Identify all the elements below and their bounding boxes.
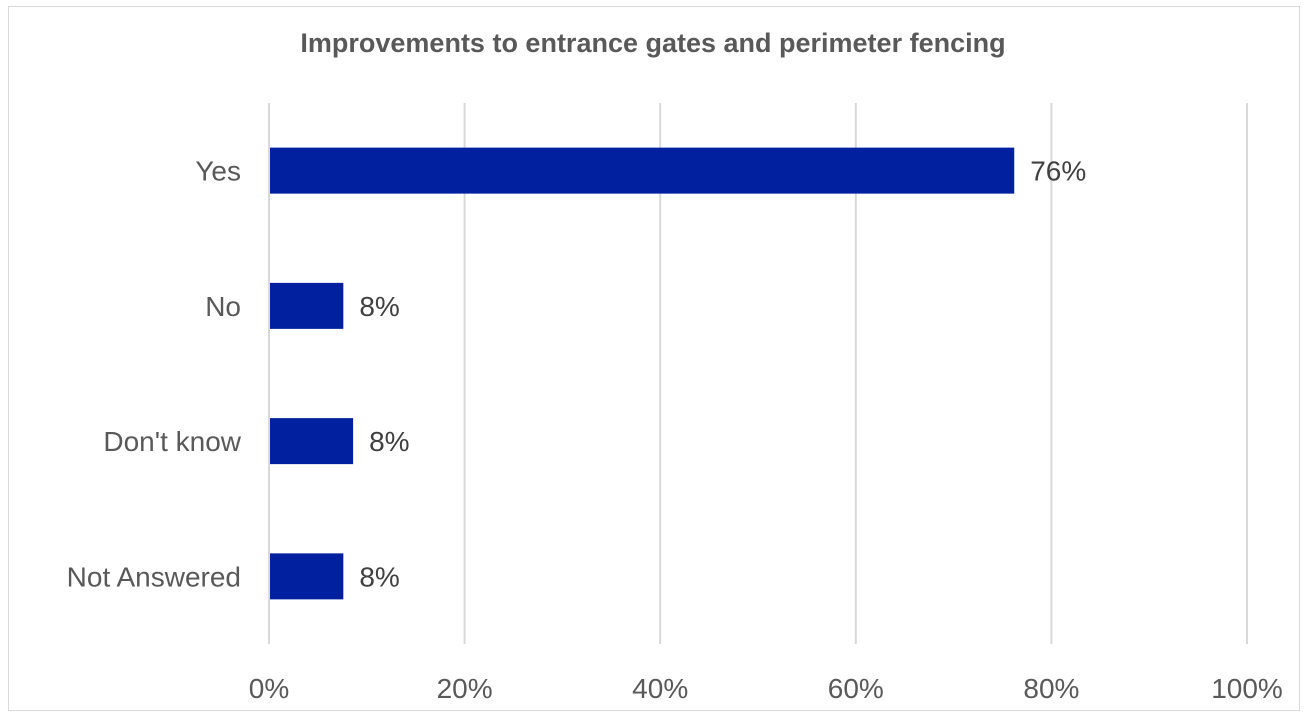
x-tick-label: 80% <box>1023 673 1079 704</box>
category-label: Not Answered <box>67 561 241 592</box>
category-label: Yes <box>195 156 241 187</box>
x-tick-label: 20% <box>437 673 493 704</box>
bar-don-t-know <box>270 418 354 465</box>
category-label: No <box>205 291 241 322</box>
x-tick-label: 40% <box>632 673 688 704</box>
x-tick-label: 0% <box>249 673 289 704</box>
bar-no <box>270 282 344 329</box>
x-tick-label: 60% <box>828 673 884 704</box>
data-label: 8% <box>369 426 409 457</box>
bar-yes <box>270 147 1015 194</box>
data-label: 8% <box>359 291 399 322</box>
bars <box>270 147 1015 600</box>
chart-frame <box>8 6 1300 711</box>
bar-not-answered <box>270 553 344 600</box>
chart-title: Improvements to entrance gates and perim… <box>300 28 1006 58</box>
data-label: 76% <box>1030 156 1086 187</box>
labels: 0% 20% 40% 60% 80% 100% Yes 76% No 8% Don't know 8%… <box>67 156 1283 704</box>
x-tick-label: 100% <box>1211 673 1283 704</box>
category-label: Don't know <box>103 426 241 457</box>
data-label: 8% <box>359 561 399 592</box>
